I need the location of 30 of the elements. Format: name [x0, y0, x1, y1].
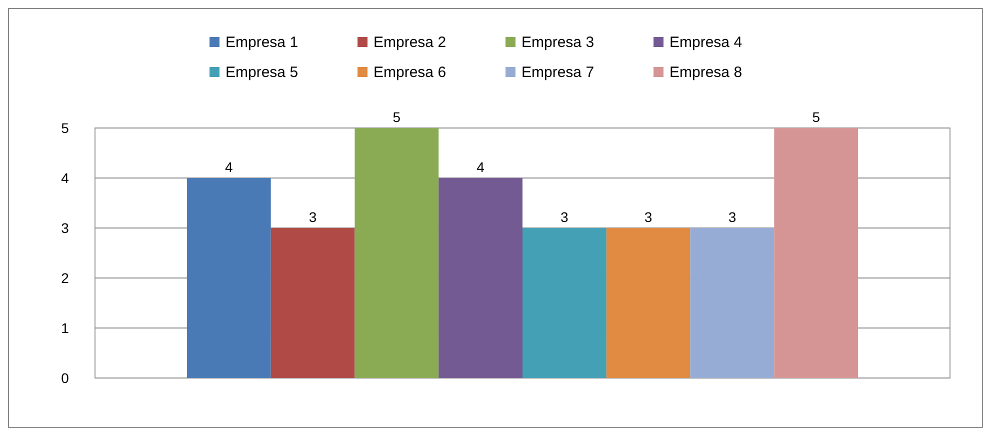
legend-label: Empresa 2	[374, 34, 446, 51]
bar	[606, 228, 690, 378]
legend-label: Empresa 4	[670, 34, 742, 51]
data-label: 3	[308, 209, 317, 225]
y-tick-label: 4	[61, 170, 70, 186]
bar	[438, 178, 522, 378]
legend-label: Empresa 1	[226, 34, 298, 51]
y-tick-label: 5	[61, 120, 70, 136]
bar	[690, 228, 774, 378]
data-label: 5	[812, 109, 820, 125]
data-label: 5	[392, 109, 401, 125]
data-label: 4	[476, 159, 485, 175]
data-label: 3	[560, 209, 569, 225]
legend-label: Empresa 3	[522, 34, 594, 51]
data-label: 3	[728, 209, 736, 225]
bar	[354, 128, 439, 378]
y-tick-label: 0	[61, 370, 70, 386]
bar	[186, 178, 271, 378]
bar	[522, 228, 606, 378]
y-tick-label: 3	[61, 220, 70, 236]
bar	[774, 128, 858, 378]
data-label: 4	[224, 159, 233, 175]
y-tick-label: 2	[61, 270, 70, 286]
y-tick-label: 1	[61, 320, 70, 336]
legend-label: Empresa 5	[226, 64, 298, 81]
bar	[270, 228, 355, 378]
legend-label: Empresa 6	[374, 64, 446, 81]
data-label: 3	[644, 209, 652, 225]
legend-label: Empresa 8	[670, 64, 742, 81]
legend-label: Empresa 7	[522, 64, 594, 81]
